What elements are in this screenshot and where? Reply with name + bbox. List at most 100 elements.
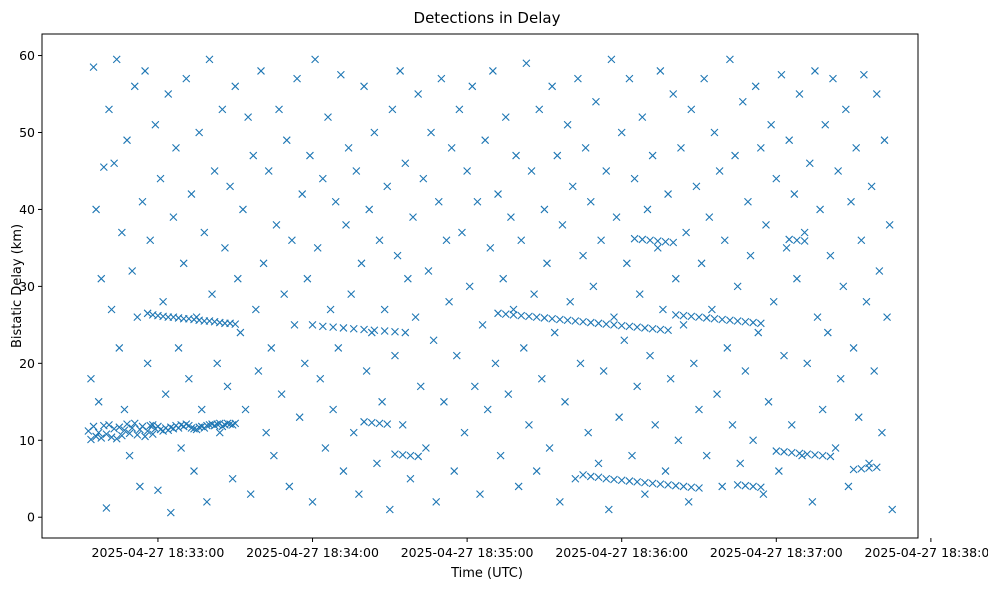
- data-point: [700, 74, 709, 83]
- data-point: [197, 405, 206, 414]
- data-point: [97, 274, 106, 283]
- data-point: [860, 70, 868, 79]
- data-point: [571, 317, 580, 325]
- data-point: [483, 405, 492, 414]
- data-point: [651, 421, 660, 429]
- data-point: [777, 70, 786, 79]
- data-point: [679, 482, 688, 491]
- data-point: [594, 459, 603, 468]
- data-point: [331, 197, 340, 206]
- data-point: [105, 105, 113, 114]
- data-point: [251, 305, 260, 314]
- data-point: [813, 313, 822, 322]
- data-point: [177, 444, 186, 452]
- data-point: [267, 344, 276, 352]
- data-point: [862, 297, 871, 306]
- data-point: [403, 274, 412, 283]
- data-point: [643, 205, 652, 214]
- data-point: [344, 143, 353, 152]
- data-point: [494, 309, 502, 318]
- data-point: [563, 316, 572, 325]
- data-point: [617, 321, 626, 330]
- data-point: [622, 259, 631, 268]
- data-point: [190, 424, 198, 433]
- data-point: [231, 419, 240, 428]
- data-point: [671, 274, 680, 283]
- y-axis: 0 10 20 30 40 50 60: [19, 48, 42, 525]
- data-point: [94, 428, 103, 437]
- data-point: [244, 113, 253, 121]
- data-point: [525, 312, 533, 321]
- data-point: [870, 367, 879, 375]
- data-point: [826, 452, 835, 461]
- data-point: [210, 167, 219, 175]
- data-point: [553, 151, 562, 160]
- data-point: [865, 459, 873, 468]
- data-point: [427, 128, 435, 137]
- data-point: [785, 136, 794, 145]
- data-point: [213, 420, 222, 429]
- data-point: [656, 480, 665, 489]
- data-point: [839, 282, 848, 291]
- data-point: [535, 105, 544, 114]
- data-point: [641, 490, 649, 499]
- data-point: [705, 213, 714, 222]
- data-point: [406, 474, 415, 483]
- data-point: [671, 481, 680, 490]
- data-point: [360, 417, 368, 426]
- data-point: [507, 213, 515, 222]
- data-point: [772, 174, 781, 183]
- data-point: [285, 482, 294, 491]
- data-point: [803, 450, 812, 459]
- data-point: [92, 432, 100, 441]
- data-point: [818, 451, 827, 460]
- data-point: [687, 312, 696, 321]
- data-point: [123, 420, 131, 429]
- data-point: [87, 374, 95, 383]
- y-tick-label: 10: [19, 433, 35, 448]
- data-point: [849, 465, 858, 474]
- data-point: [633, 382, 642, 391]
- data-point: [445, 297, 453, 306]
- data-point: [746, 251, 755, 260]
- data-point: [105, 421, 113, 429]
- data-point: [272, 220, 281, 229]
- data-point: [195, 128, 204, 137]
- data-point: [339, 324, 348, 332]
- data-point: [401, 159, 410, 168]
- data-point: [787, 421, 796, 429]
- data-point: [767, 120, 776, 129]
- data-point: [349, 324, 358, 333]
- data-point: [187, 424, 196, 432]
- data-point: [625, 477, 634, 485]
- data-point: [138, 197, 147, 206]
- data-point: [282, 136, 291, 145]
- data-point: [308, 497, 317, 506]
- data-point: [357, 259, 366, 268]
- data-point: [355, 490, 363, 499]
- data-point: [581, 143, 590, 152]
- data-point: [334, 344, 343, 352]
- data-point: [728, 421, 737, 429]
- data-point: [847, 197, 855, 206]
- data-point: [264, 167, 273, 175]
- data-point: [679, 311, 688, 320]
- data-point: [228, 474, 237, 483]
- data-point: [733, 282, 742, 291]
- data-point: [707, 305, 716, 314]
- data-point: [468, 82, 477, 91]
- data-point: [342, 220, 350, 229]
- data-point: [360, 325, 368, 334]
- data-point: [720, 236, 729, 245]
- data-point: [375, 236, 384, 245]
- data-point: [782, 244, 791, 252]
- data-point: [872, 463, 881, 472]
- data-point: [664, 326, 672, 335]
- data-point: [715, 167, 724, 175]
- data-point: [774, 467, 783, 475]
- data-point: [295, 413, 304, 422]
- data-point: [370, 128, 379, 137]
- data-point: [594, 319, 603, 328]
- data-point: [92, 205, 100, 214]
- data-point: [383, 420, 392, 429]
